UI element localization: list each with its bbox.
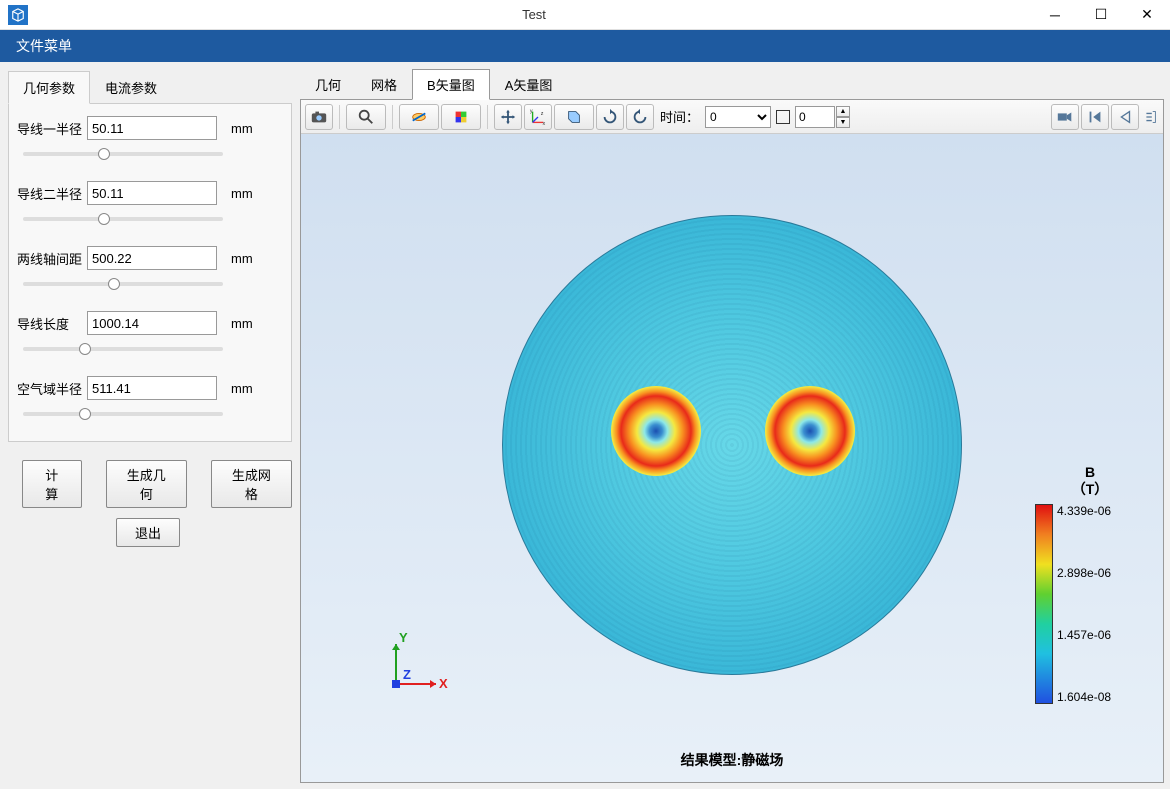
color-legend: B （T） 4.339e-06 2.898e-06 1.457e-06 1.60…: [1035, 464, 1145, 704]
legend-tick: 1.457e-06: [1057, 628, 1111, 642]
axis-orientation-button[interactable]: z y x: [524, 104, 552, 130]
param-label: 空气域半径: [17, 379, 87, 398]
stop-icon[interactable]: [776, 110, 790, 124]
time-label: 时间：: [660, 107, 699, 126]
generate-mesh-button[interactable]: 生成网格: [211, 460, 292, 508]
param-label: 导线二半径: [17, 184, 87, 203]
wire-length-slider[interactable]: [23, 347, 223, 351]
field-hotspot-1: [611, 386, 701, 476]
color-cube-button[interactable]: [441, 104, 481, 130]
file-menu[interactable]: 文件菜单: [0, 30, 88, 62]
tab-b-vector-view[interactable]: B矢量图: [412, 69, 490, 100]
legend-tick: 1.604e-08: [1057, 690, 1111, 704]
time-step-up[interactable]: ▲: [836, 106, 850, 117]
menubar: 文件菜单: [0, 30, 1170, 62]
tab-geometry-params[interactable]: 几何参数: [8, 71, 90, 104]
legend-tick: 2.898e-06: [1057, 566, 1111, 580]
air-domain-radius-input[interactable]: [87, 376, 217, 400]
param-unit: mm: [231, 251, 253, 266]
air-domain-radius-slider[interactable]: [23, 412, 223, 416]
right-panel: 几何 网格 B矢量图 A矢量图 z y x 时间： 0: [300, 62, 1170, 789]
snapshot-button[interactable]: [305, 104, 333, 130]
svg-text:Z: Z: [403, 667, 411, 682]
left-panel: 几何参数 电流参数 导线一半径 mm 导线二半径 mm 两线轴间距 mm: [0, 62, 300, 789]
viewport-caption: 结果模型:静磁场: [681, 750, 784, 770]
app-logo: [8, 5, 28, 25]
compute-button[interactable]: 计算: [22, 460, 82, 508]
legend-colorbar: [1035, 504, 1053, 704]
param-unit: mm: [231, 316, 253, 331]
svg-text:x: x: [543, 121, 546, 126]
param-label: 两线轴间距: [17, 249, 87, 268]
titlebar: Test ─ ☐ ✕: [0, 0, 1170, 30]
exit-button[interactable]: 退出: [116, 518, 180, 547]
tab-a-vector-view[interactable]: A矢量图: [490, 69, 568, 100]
clip-plane-button[interactable]: [399, 104, 439, 130]
param-label: 导线一半径: [17, 119, 87, 138]
wire1-radius-slider[interactable]: [23, 152, 223, 156]
tab-current-params[interactable]: 电流参数: [90, 71, 172, 104]
pan-button[interactable]: [494, 104, 522, 130]
minimize-button[interactable]: ─: [1032, 0, 1078, 30]
view-toolbar: z y x 时间： 0 ▲ ▼: [301, 100, 1163, 134]
close-button[interactable]: ✕: [1124, 0, 1170, 30]
maximize-button[interactable]: ☐: [1078, 0, 1124, 30]
legend-title: B: [1035, 464, 1145, 481]
axis-distance-slider[interactable]: [23, 282, 223, 286]
generate-geometry-button[interactable]: 生成几何: [106, 460, 187, 508]
svg-text:X: X: [439, 676, 448, 691]
tab-geometry-view[interactable]: 几何: [300, 69, 356, 100]
param-unit: mm: [231, 121, 253, 136]
param-box: 导线一半径 mm 导线二半径 mm 两线轴间距 mm 导线长度: [8, 104, 292, 442]
step-first-button[interactable]: [1081, 104, 1109, 130]
axes-triad: X Y Z: [381, 629, 451, 702]
time-step-input[interactable]: [795, 106, 835, 128]
zoom-button[interactable]: [346, 104, 386, 130]
field-domain-circle: [502, 215, 962, 675]
wire-length-input[interactable]: [87, 311, 217, 335]
svg-text:Y: Y: [399, 630, 408, 645]
view-direction-button[interactable]: [554, 104, 594, 130]
rotate-cw-button[interactable]: [596, 104, 624, 130]
param-unit: mm: [231, 186, 253, 201]
window-title: Test: [36, 7, 1032, 22]
wire2-radius-input[interactable]: [87, 181, 217, 205]
time-select[interactable]: 0: [705, 106, 771, 128]
legend-unit: （T）: [1035, 481, 1145, 498]
time-step-down[interactable]: ▼: [836, 117, 850, 128]
record-button[interactable]: [1051, 104, 1079, 130]
wire1-radius-input[interactable]: [87, 116, 217, 140]
axis-distance-input[interactable]: [87, 246, 217, 270]
toolbar-overflow-icon[interactable]: [1141, 104, 1159, 130]
legend-tick: 4.339e-06: [1057, 504, 1111, 518]
param-unit: mm: [231, 381, 253, 396]
tab-mesh-view[interactable]: 网格: [356, 69, 412, 100]
rotate-ccw-button[interactable]: [626, 104, 654, 130]
param-label: 导线长度: [17, 314, 87, 333]
wire2-radius-slider[interactable]: [23, 217, 223, 221]
svg-text:y: y: [530, 108, 533, 114]
step-back-button[interactable]: [1111, 104, 1139, 130]
viewport[interactable]: X Y Z 结果模型:静磁场 B （T）: [301, 134, 1163, 782]
field-hotspot-2: [765, 386, 855, 476]
svg-text:z: z: [541, 111, 544, 117]
